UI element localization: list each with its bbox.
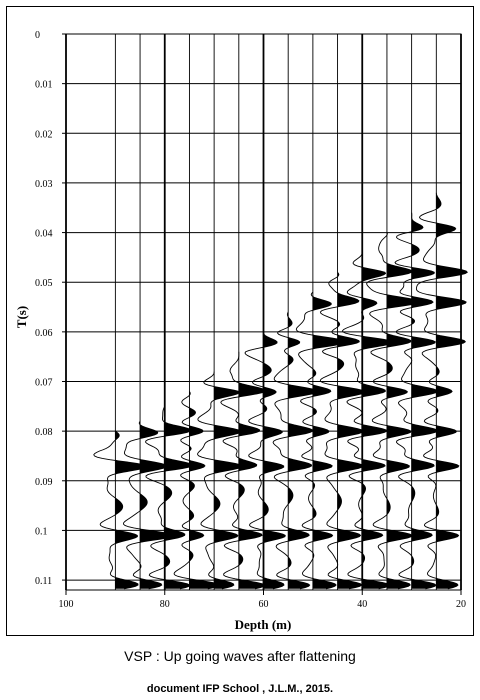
y-tick-label: 0.07 — [35, 378, 53, 389]
trace-wiggle — [145, 406, 193, 590]
x-tick-label: 60 — [259, 599, 269, 610]
trace-wiggle — [123, 420, 175, 590]
trace-fill — [164, 406, 193, 589]
trace-wiggle — [244, 331, 286, 590]
trace-wiggle — [197, 371, 244, 590]
figure-caption: VSP : Up going waves after flattening — [124, 648, 356, 664]
trace-25 — [415, 192, 468, 590]
x-tick-label: 80 — [160, 599, 170, 610]
trace-wiggle — [415, 192, 468, 590]
x-tick-label: 100 — [59, 599, 74, 610]
trace-fill — [189, 391, 220, 589]
trace-55 — [272, 311, 319, 590]
trace-75 — [173, 391, 221, 590]
trace-35 — [366, 232, 421, 590]
y-tick-label: 0 — [35, 30, 40, 41]
x-tick-label: 40 — [357, 599, 367, 610]
trace-wiggle — [295, 291, 348, 590]
trace-fill — [263, 331, 286, 589]
trace-90 — [93, 430, 148, 590]
trace-wiggle — [342, 252, 394, 590]
trace-fill — [140, 421, 174, 589]
vsp-plot: 0 0.01 0.02 0.03 0.04 0.05 0.06 0.07 0.08 0.09 0.1… — [14, 30, 468, 632]
trace-wiggle — [93, 430, 148, 590]
trace-fill — [337, 272, 365, 589]
trace-85 — [123, 420, 175, 590]
y-tick-label: 0.11 — [35, 576, 52, 587]
trace-80 — [145, 406, 193, 590]
trace-wiggle — [366, 232, 421, 590]
trace-65 — [220, 351, 267, 590]
figure-credit: document IFP School , J.L.M., 2015. — [146, 683, 334, 695]
trace-fill — [115, 431, 147, 589]
chart-frame: 0 0.01 0.02 0.03 0.04 0.05 0.06 0.07 0.08 0.09 0.1… — [6, 6, 474, 636]
y-tick-label: 0.02 — [35, 129, 53, 140]
trace-45 — [319, 272, 366, 590]
y-tick-label: 0.06 — [35, 328, 53, 339]
trace-60 — [244, 331, 286, 590]
trace-fill — [411, 212, 438, 589]
y-tick-label: 0.04 — [35, 229, 53, 240]
trace-wiggle — [272, 311, 319, 590]
y-tick-label: 0.03 — [35, 179, 53, 190]
trace-50 — [295, 291, 348, 590]
trace-30 — [394, 212, 439, 590]
y-tick-label: 0.05 — [35, 278, 53, 289]
axis-ticks: 0 0.01 0.02 0.03 0.04 0.05 0.06 0.07 0.08 0.09 0.1… — [35, 30, 466, 610]
trace-fill — [214, 371, 243, 589]
y-tick-label: 0.01 — [35, 80, 53, 91]
y-tick-label: 0.1 — [35, 526, 48, 537]
trace-70 — [197, 371, 244, 590]
trace-wiggle — [220, 351, 267, 590]
x-axis-label: Depth (m) — [235, 617, 292, 632]
trace-wiggle — [394, 212, 439, 590]
y-tick-label: 0.09 — [35, 477, 53, 488]
trace-fill — [288, 312, 318, 589]
trace-wiggle — [173, 391, 221, 590]
x-tick-label: 20 — [456, 599, 466, 610]
seismic-traces — [93, 192, 468, 590]
y-tick-label: 0.08 — [35, 427, 53, 438]
trace-fill — [386, 232, 420, 589]
trace-fill — [436, 192, 468, 589]
trace-40 — [342, 252, 394, 590]
y-axis-label: T(s) — [14, 306, 29, 328]
trace-wiggle — [319, 272, 366, 590]
